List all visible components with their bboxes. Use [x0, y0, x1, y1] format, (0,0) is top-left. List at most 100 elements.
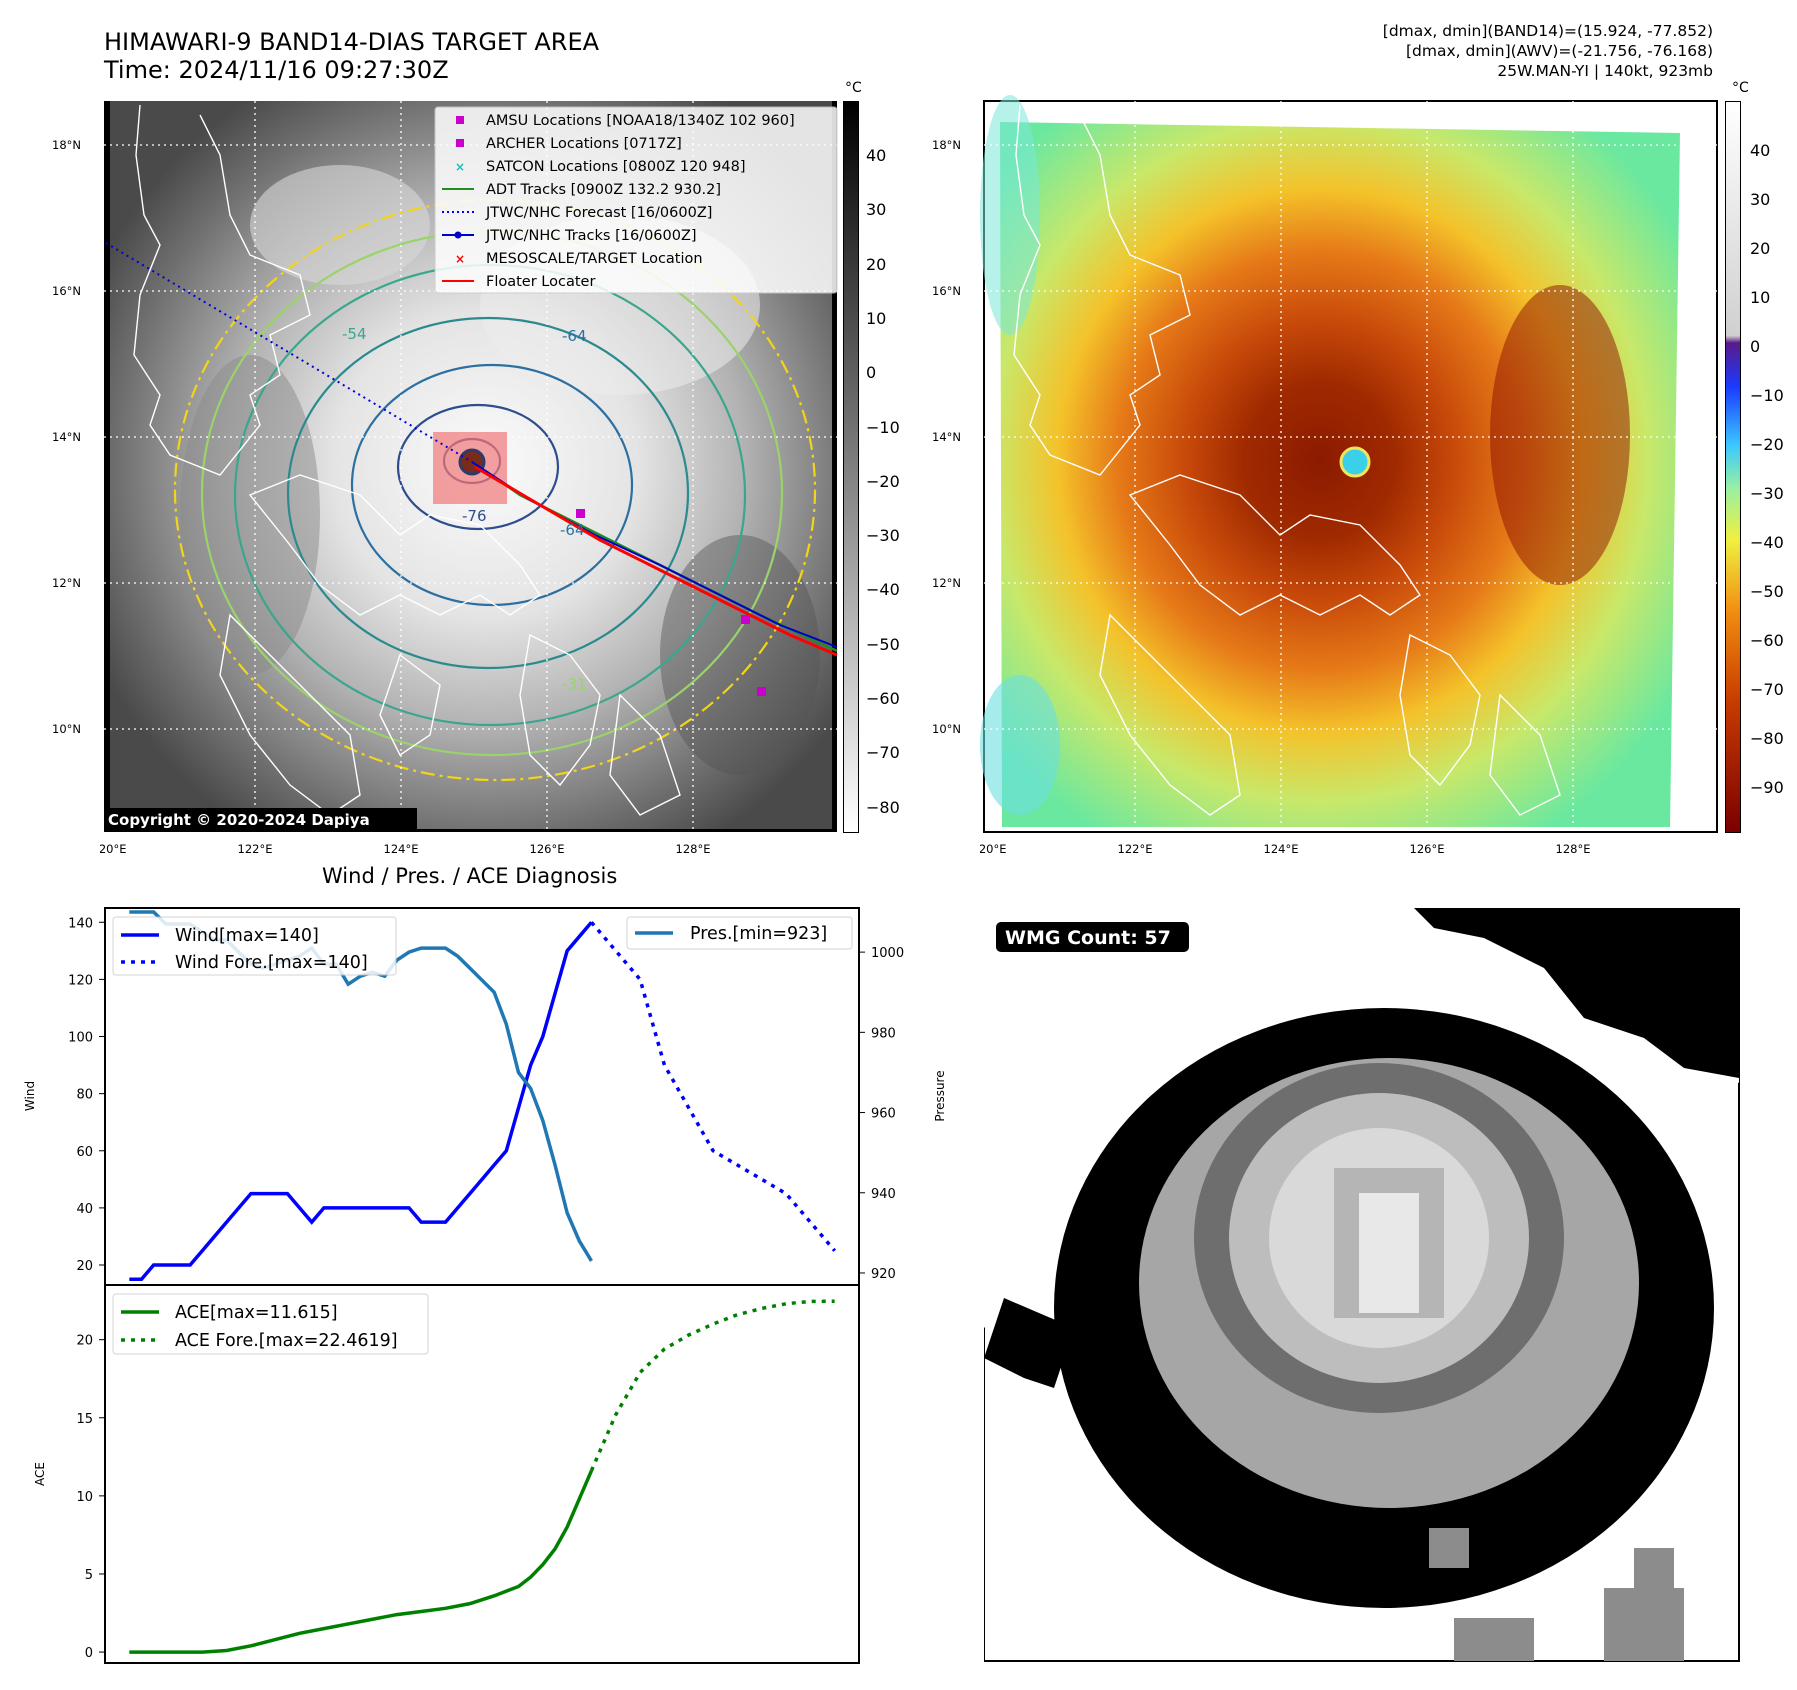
colorbar-tick-label: −50 — [1750, 582, 1784, 601]
wind-axis-tick-label: 140 — [68, 916, 93, 931]
wmg-count-label: WMG Count: 57 — [1005, 927, 1171, 949]
colorbar-tick-label: −30 — [1750, 484, 1784, 503]
colorbar-tick-label: −10 — [866, 417, 900, 437]
lon-label: 124°E — [1264, 842, 1299, 856]
dmax-band14-readout: [dmax, dmin](BAND14)=(15.924, -77.852) — [1382, 22, 1713, 40]
colorbar-tick-label: −10 — [1750, 386, 1784, 405]
dmax-awv-readout: [dmax, dmin](AWV)=(-21.756, -76.168) — [1406, 42, 1713, 60]
contour-label: -31 — [562, 675, 587, 693]
jtwc-forecast-track — [105, 242, 473, 463]
wind-series-line — [129, 921, 593, 1282]
legend-amsu: AMSU Locations [NOAA18/1340Z 102 960] — [486, 113, 795, 129]
lon-label: 126°E — [530, 842, 565, 856]
wind-legend-label: Wind[max=140] — [175, 926, 319, 946]
colorbar-tick-label: 30 — [1750, 190, 1771, 209]
wind-forecast-legend-label: Wind Fore.[max=140] — [175, 953, 368, 973]
pressure-axis-tick-label: 1000 — [871, 946, 904, 961]
colorbar-tick-label: 0 — [1750, 337, 1761, 356]
ace-legend-box — [112, 1293, 429, 1355]
contour-label: -54 — [342, 325, 367, 343]
contour-label: -64 — [560, 521, 585, 539]
colorbar-tick-label: −70 — [1750, 680, 1784, 699]
colorbar-tick-label: 10 — [866, 308, 887, 328]
ace-legend-label: ACE[max=11.615] — [175, 1303, 338, 1323]
lon-label: 124°E — [384, 842, 419, 856]
ace-series-line — [129, 1469, 594, 1654]
lon-label: 122°E — [1118, 842, 1153, 856]
figure-title: HIMAWARI-9 BAND14-DIAS TARGET AREA — [104, 28, 600, 56]
colorbar-tick-label: −70 — [866, 743, 900, 763]
grayscale-colorbar — [843, 101, 859, 833]
ir-color-map-panel: 120°E 122°E 124°E 126°E 128°E — [980, 95, 1718, 856]
pressure-axis-tick-label: 960 — [871, 1107, 896, 1122]
legend-adt: ADT Tracks [0900Z 132.2 930.2] — [486, 182, 721, 198]
storm-summary: 25W.MAN-YI | 140kt, 923mb — [1497, 62, 1713, 80]
colorbar-unit: °C — [845, 80, 862, 96]
contour-label: -64 — [562, 327, 587, 345]
ace-axis-tick-label: 15 — [76, 1412, 93, 1427]
lon-label: 120°E — [980, 842, 1006, 856]
colorbar-tick-label: −60 — [1750, 631, 1784, 650]
wind-axis-tick-label: 80 — [76, 1088, 93, 1103]
legend-floater: Floater Locater — [486, 274, 595, 290]
colorbar-tick-label: −50 — [866, 634, 900, 654]
coastlines — [133, 104, 681, 816]
lon-label: 128°E — [676, 842, 711, 856]
colorbar-tick-label: 20 — [1750, 239, 1771, 258]
copyright-text: Copyright © 2020-2024 Dapiya — [108, 811, 370, 829]
wmg-panel: WMG Count: 57 — [984, 908, 1740, 1662]
lat-label: 14°N — [932, 430, 961, 444]
colorbar-tick-label: −40 — [1750, 533, 1784, 552]
legend-archer: ARCHER Locations [0717Z] — [486, 136, 682, 152]
copyright-box — [104, 808, 417, 830]
pressure-axis-label: Pressure — [933, 1070, 947, 1121]
ace-axis-label: ACE — [33, 1462, 47, 1486]
colorbar-tick-label: 30 — [866, 200, 887, 220]
ace-axis-tick-label: 10 — [76, 1490, 93, 1505]
lon-label: 122°E — [238, 842, 273, 856]
storm-eye-color — [1339, 446, 1371, 478]
map-gridlines-color — [984, 101, 1717, 832]
svg-text:×: × — [455, 252, 465, 266]
wmg-count-badge — [996, 922, 1189, 952]
pressure-axis-tick-label: 920 — [871, 1267, 896, 1282]
ace-chart-frame — [104, 1284, 860, 1664]
colorbar-tick-label: 40 — [1750, 141, 1771, 160]
color-colorbar — [1725, 101, 1741, 833]
colorbar-tick-label: −30 — [866, 526, 900, 546]
wind-axis-tick-label: 40 — [76, 1202, 93, 1217]
cloud-field-color — [1000, 122, 1680, 827]
lat-label: 10°N — [932, 722, 961, 736]
lat-label: 16°N — [932, 284, 961, 298]
ir-grayscale-map-panel: -64 -76 -54 -31 -64 AMSU Locations [NOAA… — [100, 101, 838, 856]
wind-axis-tick-label: 120 — [68, 973, 93, 988]
wind-axis-tick-label: 60 — [76, 1145, 93, 1160]
ace-forecast-series-line — [589, 1299, 835, 1472]
legend-target: MESOSCALE/TARGET Location — [486, 251, 703, 267]
amsu-markers — [576, 509, 766, 696]
lat-label: 12°N — [932, 576, 961, 590]
pressure-legend-label: Pres.[min=923] — [690, 924, 827, 944]
lat-label: 16°N — [52, 284, 81, 298]
colorbar-tick-label: 10 — [1750, 288, 1771, 307]
colorbar-tick-label: −90 — [1750, 778, 1784, 797]
ace-axis-tick-label: 20 — [76, 1334, 93, 1349]
contour-label: -76 — [462, 507, 487, 525]
lat-label: 12°N — [52, 576, 81, 590]
colorbar-tick-label: −80 — [866, 797, 900, 817]
pressure-axis-tick-label: 940 — [871, 1187, 896, 1202]
lat-label: 10°N — [52, 722, 81, 736]
pressure-axis-tick-label: 980 — [871, 1026, 896, 1041]
floater-locater-track — [474, 465, 838, 657]
ace-axis-tick-label: 5 — [85, 1568, 93, 1583]
map-legend: AMSU Locations [NOAA18/1340Z 102 960] AR… — [434, 106, 838, 294]
colorbar-tick-label: −80 — [1750, 729, 1784, 748]
pressure-legend-box — [626, 916, 853, 950]
colorbar-tick-label: 40 — [866, 146, 887, 165]
lon-label: 120°E — [100, 842, 126, 856]
lat-label: 14°N — [52, 430, 81, 444]
wind-legend-box — [112, 916, 397, 976]
svg-text:×: × — [455, 160, 465, 174]
wind-forecast-series-line — [590, 921, 837, 1252]
